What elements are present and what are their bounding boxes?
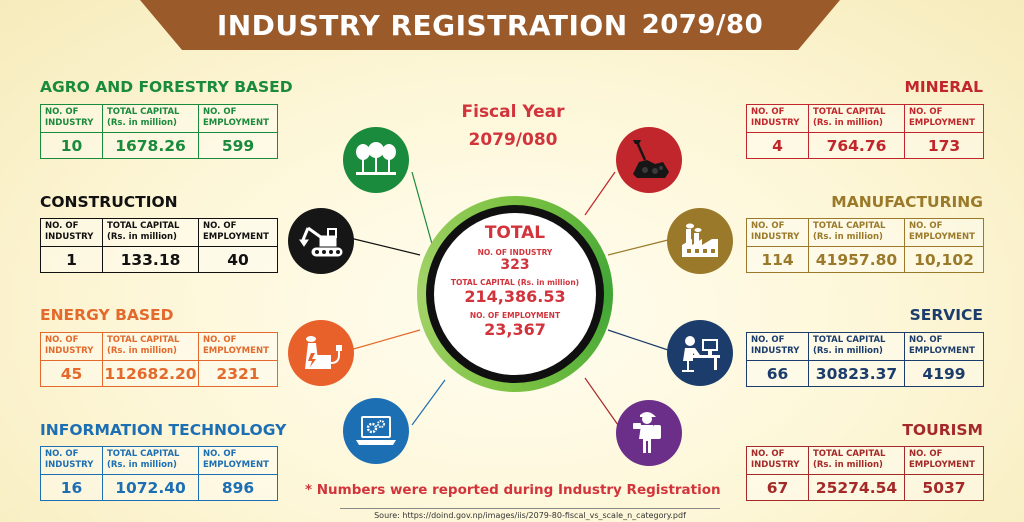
service-capital: 30823.37: [809, 361, 905, 386]
total-employment-label: NO. OF EMPLOYMENT: [469, 311, 561, 320]
fiscal-year-value: 2079/080: [468, 130, 558, 150]
service-employment: 4199: [922, 364, 966, 383]
manufacturing-capital: 41957.80: [809, 247, 905, 272]
service-industry: 66: [747, 361, 809, 386]
trees-icon: [343, 127, 409, 193]
energy-employment: 2321: [216, 364, 260, 383]
it-title: INFORMATION TECHNOLOGY: [40, 421, 287, 439]
col-header-employment: NO. OF EMPLOYMENT: [905, 219, 983, 247]
energy-title: ENERGY BASED: [40, 306, 174, 324]
col-header-capital: TOTAL CAPITAL (Rs. in million): [103, 219, 199, 247]
mineral-title: MINERAL: [904, 78, 983, 96]
tourist-icon: [616, 400, 682, 466]
laptop-gears-icon: [343, 398, 409, 464]
mineral-table: NO. OF INDUSTRY TOTAL CAPITAL (Rs. in mi…: [746, 104, 984, 159]
factory-icon: [667, 208, 733, 274]
energy-industry: 45: [41, 361, 103, 386]
col-header-industry: NO. OF INDUSTRY: [41, 447, 103, 475]
col-header-industry: NO. OF INDUSTRY: [747, 219, 809, 247]
it-table: NO. OF INDUSTRY TOTAL CAPITAL (Rs. in mi…: [40, 446, 278, 501]
tourism-title: TOURISM: [902, 421, 983, 439]
col-header-industry: NO. OF INDUSTRY: [41, 105, 103, 133]
col-header-employment: NO. OF EMPLOYMENT: [905, 105, 983, 133]
agro-capital: 1678.26: [103, 133, 199, 158]
col-header-industry: NO. OF INDUSTRY: [747, 333, 809, 361]
col-header-capital: TOTAL CAPITAL (Rs. in million): [809, 333, 905, 361]
col-header-capital: TOTAL CAPITAL (Rs. in million): [103, 447, 199, 475]
fiscal-year-label: Fiscal Year: [461, 102, 565, 122]
col-header-capital: TOTAL CAPITAL (Rs. in million): [809, 447, 905, 475]
tourism-industry: 67: [747, 475, 809, 500]
page-title: INDUSTRY REGISTRATION: [216, 8, 628, 42]
col-header-capital: TOTAL CAPITAL (Rs. in million): [809, 105, 905, 133]
excavator-icon: [288, 208, 354, 274]
manufacturing-table: NO. OF INDUSTRY TOTAL CAPITAL (Rs. in mi…: [746, 218, 984, 273]
it-employment: 896: [221, 478, 255, 497]
manufacturing-employment: 10,102: [914, 250, 974, 269]
fiscal-year-block: Fiscal Year 2079/080: [448, 98, 578, 154]
manufacturing-industry: 114: [747, 247, 809, 272]
col-header-industry: NO. OF INDUSTRY: [41, 219, 103, 247]
col-header-employment: NO. OF EMPLOYMENT: [199, 447, 277, 475]
construction-industry: 1: [41, 247, 103, 272]
col-header-employment: NO. OF EMPLOYMENT: [199, 219, 277, 247]
office-worker-icon: [667, 320, 733, 386]
tourism-capital: 25274.54: [809, 475, 905, 500]
col-header-employment: NO. OF EMPLOYMENT: [199, 333, 277, 361]
construction-table: NO. OF INDUSTRY TOTAL CAPITAL (Rs. in mi…: [40, 218, 278, 273]
agro-employment: 599: [221, 136, 255, 155]
energy-table: NO. OF INDUSTRY TOTAL CAPITAL (Rs. in mi…: [40, 332, 278, 387]
total-employment-value: 23,367: [484, 320, 546, 339]
total-capital-value: 214,386.53: [464, 287, 566, 306]
agro-table: NO. OF INDUSTRY TOTAL CAPITAL (Rs. in mi…: [40, 104, 278, 159]
col-header-employment: NO. OF EMPLOYMENT: [199, 105, 277, 133]
tourism-table: NO. OF INDUSTRY TOTAL CAPITAL (Rs. in mi…: [746, 446, 984, 501]
col-header-capital: TOTAL CAPITAL (Rs. in million): [809, 219, 905, 247]
title-year: 2079/80: [641, 10, 764, 40]
col-header-employment: NO. OF EMPLOYMENT: [905, 447, 983, 475]
power-plant-icon: [288, 320, 354, 386]
col-header-capital: TOTAL CAPITAL (Rs. in million): [103, 333, 199, 361]
col-header-industry: NO. OF INDUSTRY: [747, 447, 809, 475]
construction-employment: 40: [227, 250, 249, 269]
construction-title: CONSTRUCTION: [40, 193, 178, 211]
mineral-employment: 173: [927, 136, 961, 155]
tourism-employment: 5037: [922, 478, 966, 497]
col-header-industry: NO. OF INDUSTRY: [747, 105, 809, 133]
agro-title: AGRO AND FORESTRY BASED: [40, 78, 293, 96]
mineral-capital: 764.76: [809, 133, 905, 158]
col-header-industry: NO. OF INDUSTRY: [41, 333, 103, 361]
it-industry: 16: [41, 475, 103, 500]
energy-capital: 112682.20: [103, 361, 199, 386]
mineral-industry: 4: [747, 133, 809, 158]
source-citation: Soure: https://doind.gov.np/images/iis/2…: [340, 508, 720, 520]
footnote: * Numbers were reported during Industry …: [305, 482, 721, 498]
service-table: NO. OF INDUSTRY TOTAL CAPITAL (Rs. in mi…: [746, 332, 984, 387]
col-header-employment: NO. OF EMPLOYMENT: [905, 333, 983, 361]
service-title: SERVICE: [909, 306, 983, 324]
title-banner: INDUSTRY REGISTRATION 2079/80: [140, 0, 840, 50]
total-label: TOTAL: [484, 223, 546, 243]
total-industry-value: 323: [500, 257, 530, 273]
total-capital-label: TOTAL CAPITAL (Rs. in million): [450, 278, 580, 287]
it-capital: 1072.40: [103, 475, 199, 500]
total-circle: TOTAL NO. OF INDUSTRY 323 TOTAL CAPITAL …: [434, 213, 596, 375]
col-header-capital: TOTAL CAPITAL (Rs. in million): [103, 105, 199, 133]
total-industry-label: NO. OF INDUSTRY: [477, 248, 553, 257]
agro-industry: 10: [41, 133, 103, 158]
construction-capital: 133.18: [103, 247, 199, 272]
manufacturing-title: MANUFACTURING: [831, 193, 983, 211]
shovel-coal-icon: [616, 127, 682, 193]
